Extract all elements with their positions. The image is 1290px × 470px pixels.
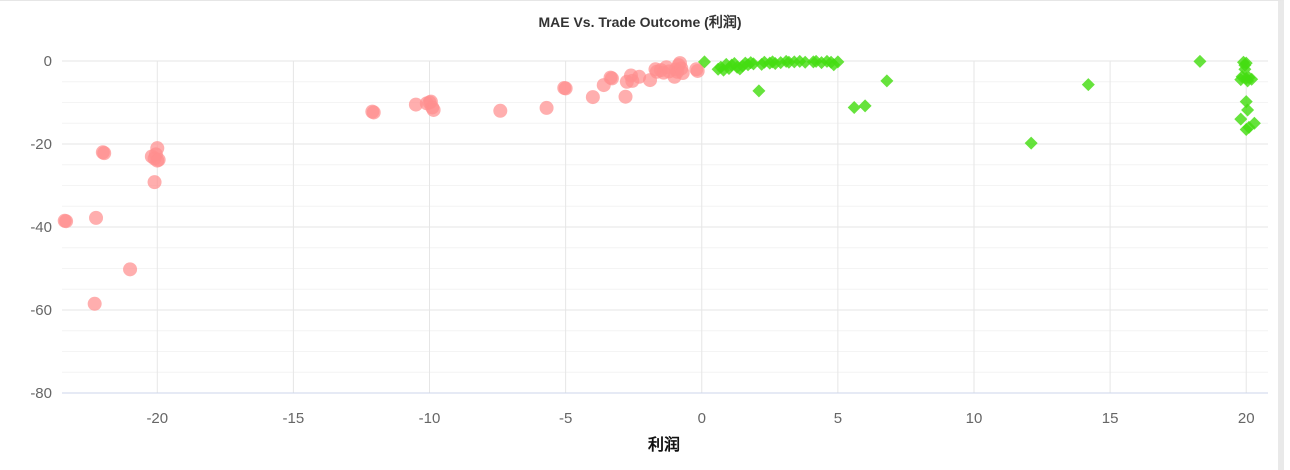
x-tick-label: 10 [966,410,983,427]
win-trade-point [752,84,766,98]
y-tick-label: -60 [30,302,52,319]
x-tick-label: 15 [1102,410,1119,427]
loss-trades-series [57,56,705,311]
loss-trade-point [87,296,102,311]
loss-trade-point [604,71,619,86]
chart-title: MAE Vs. Trade Outcome (利润) [538,14,741,30]
x-tick-label: -10 [419,410,441,427]
loss-trade-point [426,102,441,117]
loss-trade-point [618,89,633,104]
win-trade-point [1239,56,1253,70]
win-trade-point [697,55,711,69]
loss-trade-point [366,105,381,120]
x-tick-label: 0 [698,410,706,427]
loss-trade-point [89,210,104,225]
win-trade-point [1247,116,1261,130]
win-trade-point [1245,72,1259,86]
x-axis-title: 利润 [648,435,680,454]
loss-trade-point [690,63,705,78]
loss-trade-point [147,175,162,190]
y-tick-label: -80 [30,385,52,402]
win-trade-point [831,55,845,69]
loss-trade-point [558,81,573,96]
loss-trade-point [59,214,74,229]
y-tick-label: -40 [30,219,52,236]
win-trade-point [1193,54,1207,68]
loss-trade-point [408,97,423,112]
win-trade-point [1234,112,1248,126]
x-tick-label: -15 [283,410,305,427]
loss-trade-point [585,90,600,105]
win-trade-point [798,55,812,69]
loss-trade-point [97,146,112,161]
win-trade-point [1239,95,1253,109]
loss-trade-point [493,103,508,118]
win-trade-point [717,63,731,77]
x-axis-ticks: -20 -15 -10 -5 0 5 10 15 20 [146,410,1254,427]
x-tick-label: -5 [559,410,572,427]
loss-trade-point [123,262,138,277]
win-trades-series [697,54,1261,150]
x-tick-label: -20 [146,410,168,427]
x-tick-label: 20 [1238,410,1255,427]
loss-trade-point [675,66,690,81]
win-trade-point [1081,78,1095,92]
win-trade-point [847,100,861,114]
win-trade-point [858,99,872,113]
win-trade-point [1024,136,1038,150]
win-trade-point [746,57,760,71]
minor-gridlines [62,81,1268,373]
win-trade-point [1241,103,1255,117]
win-trade-point [880,74,894,88]
loss-trade-point [150,141,165,156]
y-axis-ticks: 0 -20 -40 -60 -80 [30,53,52,402]
y-tick-label: -20 [30,136,52,153]
loss-trade-point [151,152,166,167]
loss-trade-point [632,69,647,84]
x-tick-label: 5 [834,410,842,427]
y-tick-label: 0 [44,53,52,70]
gridlines [62,60,1268,393]
loss-trade-point [539,100,554,115]
